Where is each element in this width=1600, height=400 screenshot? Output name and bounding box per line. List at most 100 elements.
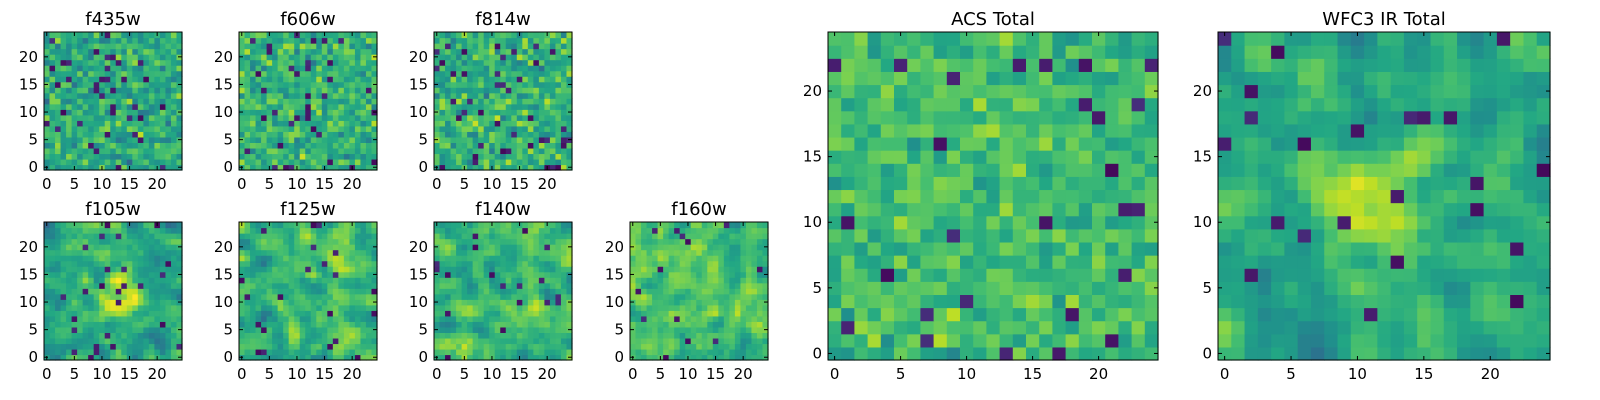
heatmap-cell	[283, 271, 290, 278]
heatmap-cell	[854, 150, 869, 164]
heatmap-cell	[762, 321, 769, 328]
heatmap-cell	[110, 158, 117, 166]
heatmap-cell	[321, 233, 328, 240]
heatmap-cell	[729, 244, 736, 251]
heatmap-cell	[332, 120, 339, 127]
heatmap-cell	[555, 266, 562, 273]
heatmap-cell	[143, 255, 150, 262]
heatmap-cell	[299, 244, 306, 251]
heatmap-cell	[49, 98, 56, 105]
heatmap-cell	[472, 255, 479, 262]
heatmap-cell	[511, 282, 518, 289]
heatmap-cell	[505, 337, 512, 345]
heatmap-cell	[445, 114, 452, 121]
heatmap-cell	[349, 282, 356, 289]
heatmap-cell	[679, 337, 686, 345]
heatmap-cell	[294, 266, 301, 273]
heatmap-cell	[522, 343, 529, 350]
heatmap-cell	[277, 48, 284, 55]
heatmap-cell	[566, 153, 573, 160]
heatmap-cell	[894, 202, 908, 217]
heatmap-cell	[445, 136, 452, 143]
heatmap-cell	[288, 337, 295, 345]
heatmap-cell	[549, 65, 557, 72]
y-tick-label: 0	[418, 348, 428, 366]
heatmap-cell	[533, 343, 540, 350]
heatmap-cell	[679, 244, 686, 251]
heatmap-cell	[332, 222, 339, 229]
heatmap-cell	[332, 321, 339, 328]
heatmap-cell	[71, 266, 78, 273]
heatmap-cell	[740, 326, 747, 333]
heatmap-cell	[305, 48, 312, 55]
heatmap-cell	[239, 59, 246, 66]
heatmap-cell	[110, 131, 117, 138]
heatmap-cell	[250, 238, 257, 245]
heatmap-cell	[272, 343, 279, 350]
heatmap-cell	[99, 43, 106, 50]
heatmap-cell	[327, 310, 334, 317]
heatmap-cell	[549, 114, 557, 121]
heatmap-cell	[549, 238, 557, 245]
heatmap-cell	[549, 266, 557, 273]
heatmap-cell	[104, 348, 111, 356]
heatmap-cell	[445, 65, 452, 72]
heatmap-cell	[641, 277, 648, 284]
heatmap-cell	[505, 288, 512, 295]
heatmap-cell	[154, 310, 161, 317]
heatmap-cell	[110, 147, 117, 155]
heatmap-cell	[305, 288, 312, 295]
heatmap-cell	[461, 37, 468, 44]
heatmap-cell	[679, 271, 686, 278]
heatmap-cell	[657, 321, 664, 328]
heatmap-cell	[66, 238, 73, 245]
heatmap-cell	[272, 260, 279, 267]
heatmap-cell	[343, 109, 350, 116]
heatmap-cell	[494, 43, 501, 50]
heatmap-cell	[489, 120, 496, 127]
heatmap-cell	[288, 37, 295, 44]
heatmap-cell	[723, 299, 730, 306]
heatmap-cell	[288, 293, 295, 300]
heatmap-cell	[154, 70, 161, 77]
heatmap-cell	[652, 277, 659, 284]
heatmap-cell	[445, 326, 452, 333]
heatmap-cell	[1078, 346, 1093, 361]
heatmap-cell	[327, 98, 334, 105]
heatmap-cell	[723, 260, 730, 267]
heatmap-cell	[933, 163, 948, 177]
heatmap-cell	[516, 114, 523, 121]
heatmap-cell	[555, 87, 562, 94]
heatmap-cell	[1131, 320, 1146, 335]
heatmap-cell	[354, 87, 362, 94]
heatmap-cell	[723, 222, 730, 229]
heatmap-cell	[349, 136, 356, 143]
heatmap-cell	[321, 92, 328, 99]
heatmap-cell	[239, 310, 246, 317]
heatmap-cell	[126, 48, 133, 55]
heatmap-cell	[701, 249, 708, 256]
heatmap-cell	[841, 150, 855, 164]
heatmap-cell	[500, 81, 507, 88]
heatmap-cell	[946, 320, 961, 335]
heatmap-cell	[82, 114, 89, 121]
heatmap-cell	[244, 282, 251, 289]
heatmap-cell	[126, 227, 133, 234]
heatmap-cell	[121, 277, 128, 284]
heatmap-cell	[494, 136, 501, 143]
heatmap-cell	[132, 136, 139, 143]
heatmap-cell	[143, 59, 150, 66]
heatmap-cell	[360, 164, 367, 171]
panel-title: f105w	[85, 199, 140, 220]
heatmap-cell	[60, 109, 67, 116]
y-tick-label: 15	[19, 75, 38, 93]
heatmap-cell	[255, 222, 262, 229]
heatmap-cell	[734, 266, 741, 273]
heatmap-cell	[371, 293, 378, 300]
heatmap-cell	[538, 288, 545, 295]
heatmap-cell	[635, 227, 642, 234]
heatmap-cell	[305, 343, 312, 350]
heatmap-cell	[450, 125, 457, 132]
heatmap-cell	[272, 326, 279, 333]
